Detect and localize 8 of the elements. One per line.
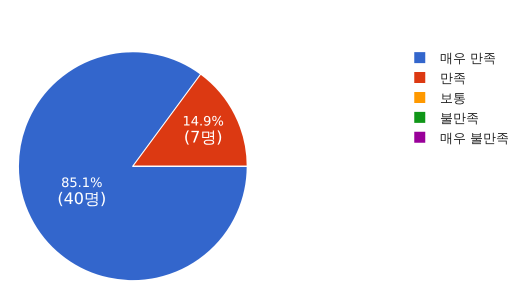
data-label: 14.9% (7명) <box>182 114 224 147</box>
legend-label: 매우 불만족 <box>440 131 509 146</box>
legend-label: 만족 <box>440 72 466 87</box>
pie-slice <box>18 51 248 281</box>
legend-label: 보통 <box>440 92 466 107</box>
legend-label: 매우 만족 <box>440 52 496 67</box>
data-label: 85.1% (40명) <box>57 176 106 208</box>
legend-label: 불만족 <box>440 111 479 126</box>
